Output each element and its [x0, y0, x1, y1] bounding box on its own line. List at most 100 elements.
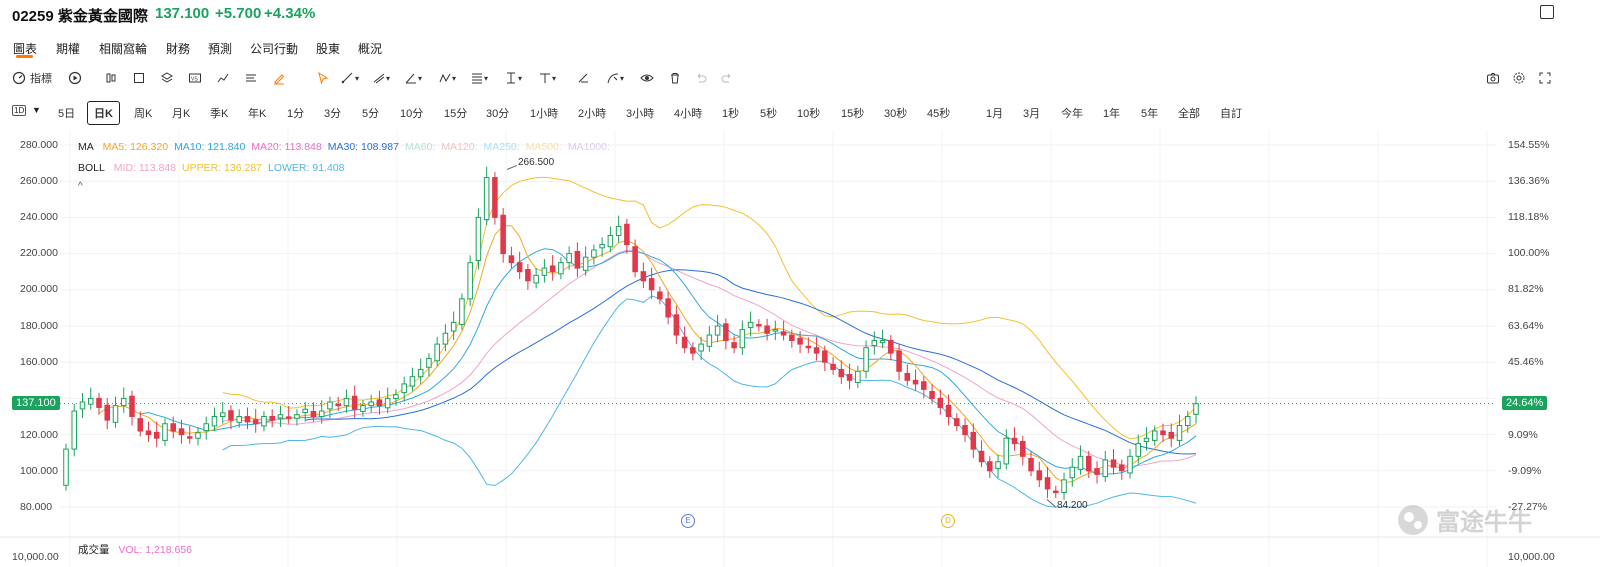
ray-tool[interactable]: ▾: [372, 70, 390, 86]
tab-overview[interactable]: 概況: [358, 42, 383, 56]
candle-body: [706, 334, 713, 347]
candle-body: [492, 177, 498, 218]
period-23[interactable]: 3月: [1023, 108, 1041, 120]
percent-axis-tick: 9.09%: [1508, 429, 1538, 441]
period-28[interactable]: 自訂: [1220, 108, 1242, 120]
delete-button[interactable]: [668, 70, 682, 86]
period-22[interactable]: 1月: [986, 108, 1004, 120]
volume-label: 成交量: [78, 544, 110, 556]
replay-button[interactable]: [68, 70, 82, 86]
layers-button[interactable]: [160, 70, 174, 86]
pattern-tool[interactable]: ▾: [438, 70, 456, 86]
candle-body: [1143, 437, 1150, 442]
period-24[interactable]: 今年: [1061, 108, 1083, 120]
period-5[interactable]: 年K: [248, 108, 267, 120]
period-13[interactable]: 2小時: [578, 108, 607, 120]
period-0[interactable]: 5日: [58, 108, 76, 120]
dropdown-arrow-icon: ▾: [552, 73, 557, 83]
event-marker-e[interactable]: E: [681, 514, 695, 528]
period-3[interactable]: 月K: [172, 108, 191, 120]
tab-chart[interactable]: 圖表: [13, 42, 38, 56]
period-18[interactable]: 10秒: [797, 108, 821, 120]
period-19[interactable]: 15秒: [841, 108, 865, 120]
candle-body: [368, 401, 374, 407]
period-9[interactable]: 10分: [400, 108, 424, 120]
undo-button[interactable]: [694, 70, 708, 86]
event-marker-d[interactable]: D: [941, 514, 955, 528]
period-8[interactable]: 5分: [362, 108, 380, 120]
current-percent-tag: 24.64%: [1502, 396, 1548, 410]
fullscreen-button[interactable]: [1538, 70, 1552, 86]
period-7[interactable]: 3分: [324, 108, 342, 120]
candle-body: [954, 418, 960, 427]
period-10[interactable]: 15分: [444, 108, 468, 120]
redo-button[interactable]: [720, 70, 734, 86]
fib-tool[interactable]: ▾: [470, 70, 488, 86]
period-14[interactable]: 3小時: [626, 108, 655, 120]
text-tool[interactable]: ▾: [538, 70, 556, 86]
period-20[interactable]: 30秒: [884, 108, 908, 120]
tab-forecast[interactable]: 預測: [208, 42, 233, 56]
tab-options[interactable]: 期權: [56, 42, 81, 56]
candle-body: [360, 405, 366, 412]
period-25[interactable]: 1年: [1103, 108, 1121, 120]
period-11[interactable]: 30分: [486, 108, 510, 120]
candle-body: [162, 423, 168, 441]
dropdown-arrow-icon: ▾: [484, 73, 489, 83]
candle-body: [401, 383, 407, 394]
candle-style-button[interactable]: [104, 70, 118, 86]
ma-legend-item: MA10: 121.840: [174, 141, 246, 153]
watermark-text: 富途牛牛: [1436, 509, 1532, 536]
legend-collapse-toggle[interactable]: ^: [78, 181, 83, 192]
price-axis-tick: 240.000: [20, 211, 58, 223]
current-price-tag: 137.100: [12, 396, 60, 410]
candle-body: [615, 225, 622, 236]
tab-shareholders[interactable]: 股東: [316, 42, 341, 56]
period-17[interactable]: 5秒: [760, 108, 778, 120]
boll-legend-item: UPPER: 136.287: [182, 162, 263, 174]
tab-corporate-actions[interactable]: 公司行動: [250, 42, 299, 56]
angle-tool[interactable]: ▾: [404, 70, 422, 86]
period-15[interactable]: 4小時: [674, 108, 703, 120]
chart-type-button[interactable]: [216, 70, 230, 86]
vs-compare-button[interactable]: VS: [188, 70, 202, 86]
visibility-button[interactable]: [640, 70, 654, 86]
period-6[interactable]: 1分: [287, 108, 305, 120]
price-chart[interactable]: [0, 130, 1600, 567]
indicator-button[interactable]: 指標: [12, 70, 52, 86]
drawing-sets-button[interactable]: ▾: [606, 70, 624, 86]
candle-body: [261, 416, 267, 427]
period-27[interactable]: 全部: [1178, 108, 1200, 120]
measure-tool[interactable]: ▾: [504, 70, 522, 86]
watermark: 富途牛牛: [1396, 502, 1532, 537]
period-16[interactable]: 1秒: [722, 108, 740, 120]
candle-body: [995, 461, 1001, 470]
candle-body: [574, 250, 581, 269]
screenshot-button[interactable]: [1486, 70, 1500, 86]
candle-body: [632, 246, 638, 273]
ma-legend: MA MA5: 126.320 MA10: 121.840 MA20: 113.84…: [78, 141, 622, 153]
chart-frame-button[interactable]: [132, 70, 146, 86]
period-1[interactable]: 日K: [87, 101, 120, 125]
quote-header: 02259 紫金黃金國際 137.100 +5.700 +4.34%: [0, 0, 1600, 28]
period-4[interactable]: 季K: [210, 108, 229, 120]
collapse-panel-icon[interactable]: [1540, 5, 1554, 19]
boll-lower-line: [222, 295, 1197, 508]
erase-drawings-button[interactable]: [576, 70, 590, 86]
tab-warrants[interactable]: 相關窩輪: [99, 42, 148, 56]
tab-financials[interactable]: 財務: [166, 42, 191, 56]
period-2[interactable]: 周K: [134, 108, 153, 120]
interval-selector[interactable]: 1D ▼: [12, 105, 41, 116]
cursor-tool[interactable]: [316, 70, 330, 86]
period-21[interactable]: 45秒: [927, 108, 951, 120]
period-26[interactable]: 5年: [1141, 108, 1159, 120]
indicator-label: 指標: [30, 73, 52, 85]
active-tab-indicator: [16, 55, 33, 58]
pen-button[interactable]: [272, 70, 286, 86]
period-12[interactable]: 1小時: [530, 108, 559, 120]
trend-line-tool[interactable]: ▾: [340, 70, 359, 86]
text-note-button[interactable]: [244, 70, 258, 86]
drawing-set-icon: [607, 73, 619, 84]
settings-button[interactable]: [1512, 70, 1526, 86]
percent-axis-tick: 45.46%: [1508, 356, 1544, 368]
